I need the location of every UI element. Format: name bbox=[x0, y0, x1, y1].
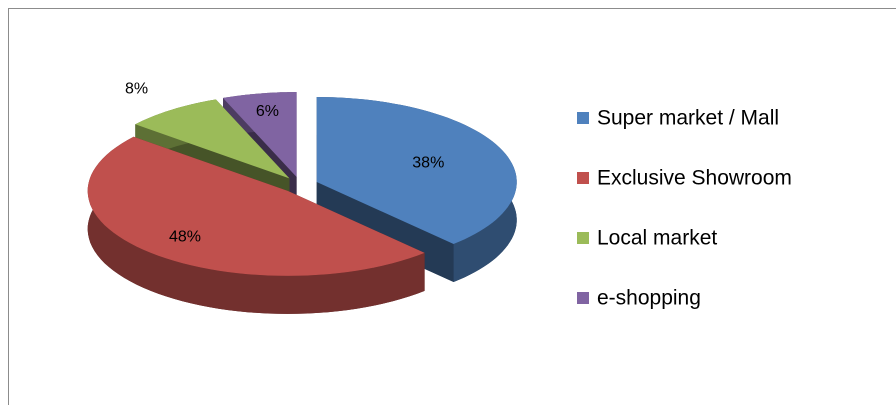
legend-swatch bbox=[577, 292, 589, 304]
legend-swatch bbox=[577, 172, 589, 184]
slice-wall bbox=[87, 136, 425, 314]
slice bbox=[135, 99, 290, 179]
legend-label: Exclusive Showroom bbox=[597, 167, 792, 190]
legend-label: Super market / Mall bbox=[597, 107, 779, 130]
data-label: 6% bbox=[256, 103, 279, 120]
legend-swatch bbox=[577, 232, 589, 244]
slice bbox=[223, 92, 297, 177]
legend-label: e-shopping bbox=[597, 287, 701, 310]
data-label: 8% bbox=[125, 80, 148, 97]
legend-label: Local market bbox=[597, 227, 717, 250]
slice bbox=[87, 136, 425, 276]
data-label: 48% bbox=[169, 229, 201, 246]
legend-swatch bbox=[577, 112, 589, 124]
slice bbox=[87, 136, 425, 314]
slice bbox=[316, 97, 517, 244]
data-label: 38% bbox=[412, 154, 444, 171]
